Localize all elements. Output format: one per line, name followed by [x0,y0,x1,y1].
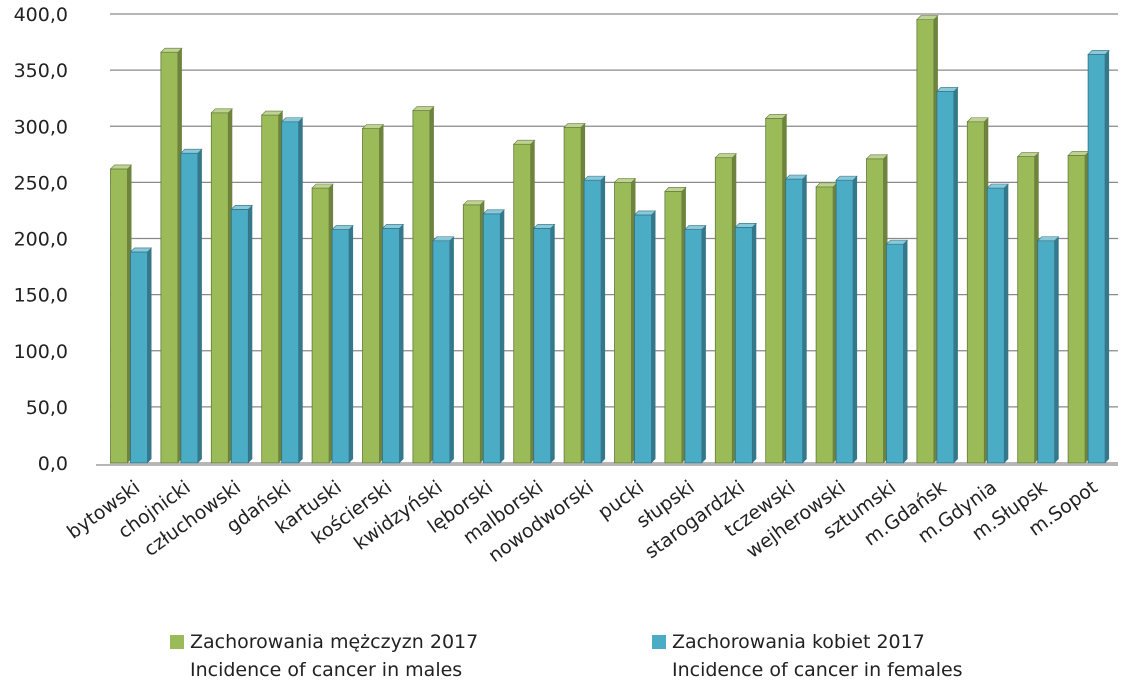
bar-side-face [298,117,303,463]
bar-side-face [449,236,454,463]
bar-side-face [248,205,253,463]
bar-side-face [550,224,555,463]
y-tick-label: 300,0 [14,116,68,138]
bar-side-face [1054,236,1059,463]
bar-top-face [563,123,586,128]
y-axis: 0,0 50,0 100,0 150,0 200,0 250,0 300,0 350,0 400… [14,4,68,475]
legend-swatch-male [170,635,184,649]
y-tick-label: 150,0 [14,285,68,307]
bar-female [331,229,350,464]
bar-female [583,179,602,464]
bar-male [664,190,683,464]
bar-male [1017,156,1036,464]
bar-male [765,117,784,464]
bar-male [916,19,935,464]
bar-male [966,121,985,464]
bar-female [432,240,451,464]
legend-male: Zachorowania mężczyzn 2017 Incidence of … [170,628,478,684]
bar-side-face [1105,50,1110,463]
y-tick-label: 50,0 [26,397,68,419]
y-tick-label: 250,0 [14,172,68,194]
bars [109,15,1110,464]
bar-female [230,208,249,464]
bar-male [412,110,431,464]
bar-male [210,112,229,464]
bar-female [634,214,652,464]
legend-female: Zachorowania kobiet 2017 Incidence of ca… [652,628,963,684]
legend-swatch-female [652,635,666,649]
bar-female [1087,54,1106,464]
bar-male [311,187,330,464]
legend-label-male: Zachorowania mężczyzn 2017 [190,631,479,653]
bar-side-face [752,223,757,463]
bar-side-face [903,240,908,463]
y-tick-label: 200,0 [14,229,68,251]
bar-male [614,181,632,464]
bar-side-face [197,149,202,463]
bar-female [986,187,1005,464]
bar-female [886,243,904,464]
bar-side-face [1004,183,1009,464]
legend-label-female: Zachorowania kobiet 2017 [672,631,925,653]
bar-top-face [1016,152,1040,157]
y-tick-label: 400,0 [14,4,68,26]
bar-side-face [500,209,505,463]
bar-male [1067,155,1086,464]
bar-side-face [853,176,858,463]
bar-male [866,158,884,464]
bar-female [281,121,300,464]
bar-male [563,126,582,464]
bar-male [362,128,380,464]
bar-male [160,51,179,464]
bar-side-face [349,225,354,463]
bar-female [835,179,854,464]
bar-chart: 0,0 50,0 100,0 150,0 200,0 250,0 300,0 350,0 400… [14,4,1118,567]
bar-female [180,152,199,464]
bar-female [533,227,552,464]
bar-side-face [601,176,606,463]
y-tick-label: 0,0 [38,453,68,475]
legend-label-male-en: Incidence of cancer in males [190,659,463,681]
bar-female [785,178,804,464]
bar-female [1037,240,1056,464]
y-tick-label: 350,0 [14,60,68,82]
legend-label-female-en: Incidence of cancer in females [672,659,963,681]
bar-side-face [802,175,807,463]
bar-female [734,226,753,464]
bar-female [482,213,501,464]
bar-side-face [651,210,656,463]
bar-male [261,114,280,464]
bar-male [714,157,733,464]
bar-female [382,227,400,464]
bar-female [684,229,703,464]
bar-side-face [701,225,706,463]
bar-male [513,143,532,464]
bar-female [936,91,955,464]
bar-side-face [953,87,958,463]
bar-side-face [147,247,152,463]
bar-side-face [399,224,404,463]
bar-female [130,251,148,464]
bar-male [462,204,481,464]
bar-male [110,168,128,464]
x-axis: bytowskichojnickiczłuchowskigdańskikartu… [63,476,1102,567]
y-tick-label: 100,0 [14,341,68,363]
bar-male [815,186,834,464]
